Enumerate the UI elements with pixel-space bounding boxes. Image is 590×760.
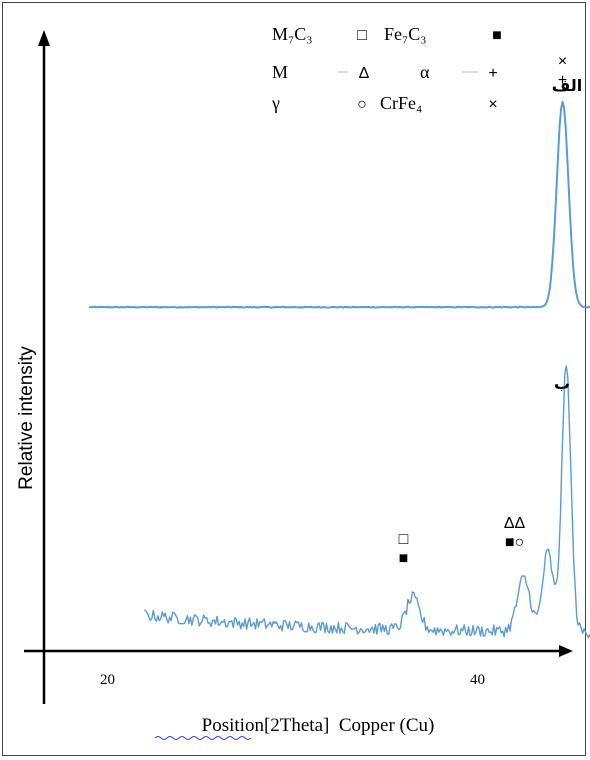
phase-marker: □ [399,531,409,548]
legend-symbol: × [488,96,497,113]
legend-symbol: ○ [357,96,367,113]
phase-marker: + [558,72,567,89]
pattern-line-a [88,100,590,309]
legend-symbol: + [488,65,497,82]
x-axis-label: Position[2Theta] Copper (Cu) [202,715,435,736]
legend-symbol: Δ [359,65,370,82]
x-axis-arrow [559,645,573,657]
legend-label: M₇C₃ [272,24,313,44]
legend-label: γ [271,93,280,113]
phase-marker: × [558,53,567,70]
phase-marker: ΔΔ [504,515,526,532]
spellcheck-underline [154,736,252,740]
x-tick-label: 40 [470,672,485,688]
pattern-line-b [144,365,590,639]
y-axis-label: Relative intensity [16,346,37,490]
phase-marker: ■ [399,550,409,567]
phase-marker: ■○ [505,534,524,551]
series-label-a: الف [552,78,583,95]
phase-markers: ×+×+×+×□■ΔΔ■○□○○Δ□○Δ×□■○× [399,53,568,567]
series-label-b: ب [554,376,570,393]
legend-label: CrFe₄ [380,93,422,113]
legend-symbol: □ [357,27,367,44]
series-labels: الف ب [552,78,583,393]
x-tick-labels: 20406080100 [100,672,485,688]
legend-label: α [420,62,430,82]
legend-label: Fe₇C₃ [384,24,427,44]
axes [24,30,573,704]
pattern-lines [88,100,590,639]
x-tick-label: 20 [100,672,115,688]
legend-symbol: ■ [492,27,502,44]
y-axis-arrow [38,30,50,46]
legend-label: M [272,62,288,82]
